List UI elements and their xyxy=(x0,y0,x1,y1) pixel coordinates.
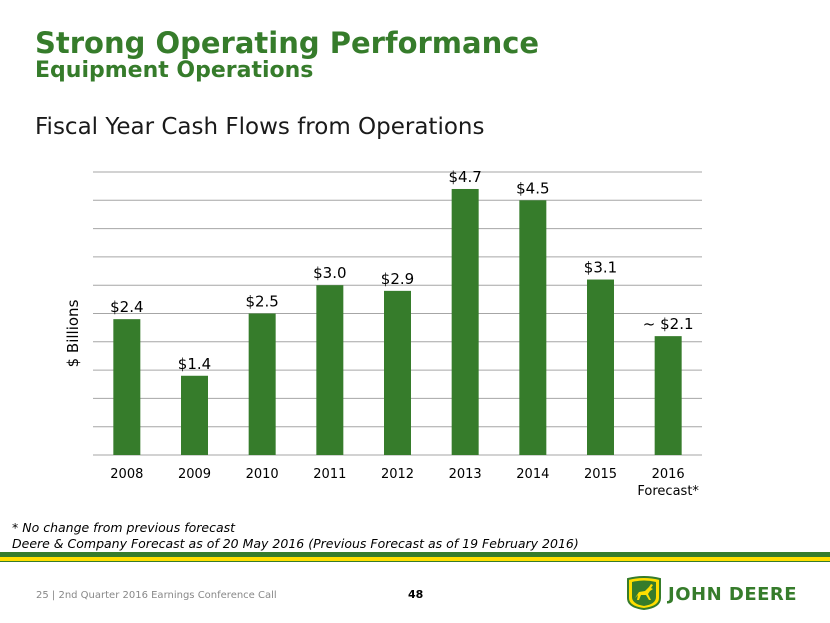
footer-yellow-stripe xyxy=(0,557,830,561)
page-subtitle: Equipment Operations xyxy=(35,58,314,83)
footer-green-stripe xyxy=(0,552,830,557)
data-label: $2.4 xyxy=(110,298,143,316)
x-tick-label: 2014 xyxy=(516,467,549,482)
x-tick-label: 2008 xyxy=(110,467,143,482)
footnote-forecast: * No change from previous forecast xyxy=(12,520,236,535)
x-tick-label: 2013 xyxy=(449,467,482,482)
brand-name: JOHN DEERE xyxy=(668,584,798,605)
page-number: 48 xyxy=(408,588,424,601)
x-tick-label: 2016 Forecast* xyxy=(637,467,699,499)
data-label: $4.7 xyxy=(448,168,481,186)
bar-2011 xyxy=(316,285,344,455)
cash-flow-bar-chart: $2.4 $1.4 $2.5 $3.0 $2.9 $4.7 $4.5 $3.1 ~ $2.1 2… xyxy=(64,168,702,499)
deer-logo-icon xyxy=(627,576,661,610)
bar-2015 xyxy=(587,279,614,455)
bar-2008 xyxy=(113,319,141,455)
data-label: $3.0 xyxy=(313,264,346,282)
data-label: $2.9 xyxy=(381,270,414,288)
x-tick-label: 2009 xyxy=(178,467,211,482)
page-title: Strong Operating Performance xyxy=(35,26,540,60)
data-label: $2.5 xyxy=(245,293,278,311)
bar-2010 xyxy=(248,313,276,455)
bar-2013 xyxy=(451,188,479,456)
data-label: $4.5 xyxy=(516,179,549,197)
bar-2012 xyxy=(384,290,411,455)
x-tick-label: 2015 xyxy=(584,467,617,482)
x-tick-label: 2011 xyxy=(313,467,346,482)
y-axis-label: $ Billions xyxy=(64,299,82,367)
slide-info: 25 | 2nd Quarter 2016 Earnings Conferenc… xyxy=(36,590,277,601)
data-label: $1.4 xyxy=(178,355,211,373)
bar-2009 xyxy=(181,375,208,455)
footnote-source: Deere & Company Forecast as of 20 May 20… xyxy=(12,536,579,551)
data-label: ~ $2.1 xyxy=(643,315,694,333)
bar-2014 xyxy=(519,200,547,455)
x-tick-label: 2010 xyxy=(246,467,279,482)
x-tick-label: 2012 xyxy=(381,467,414,482)
bar-2016 xyxy=(654,336,682,455)
data-label: $3.1 xyxy=(584,259,617,277)
chart-heading: Fiscal Year Cash Flows from Operations xyxy=(35,114,485,140)
footer-green-line xyxy=(0,561,830,562)
